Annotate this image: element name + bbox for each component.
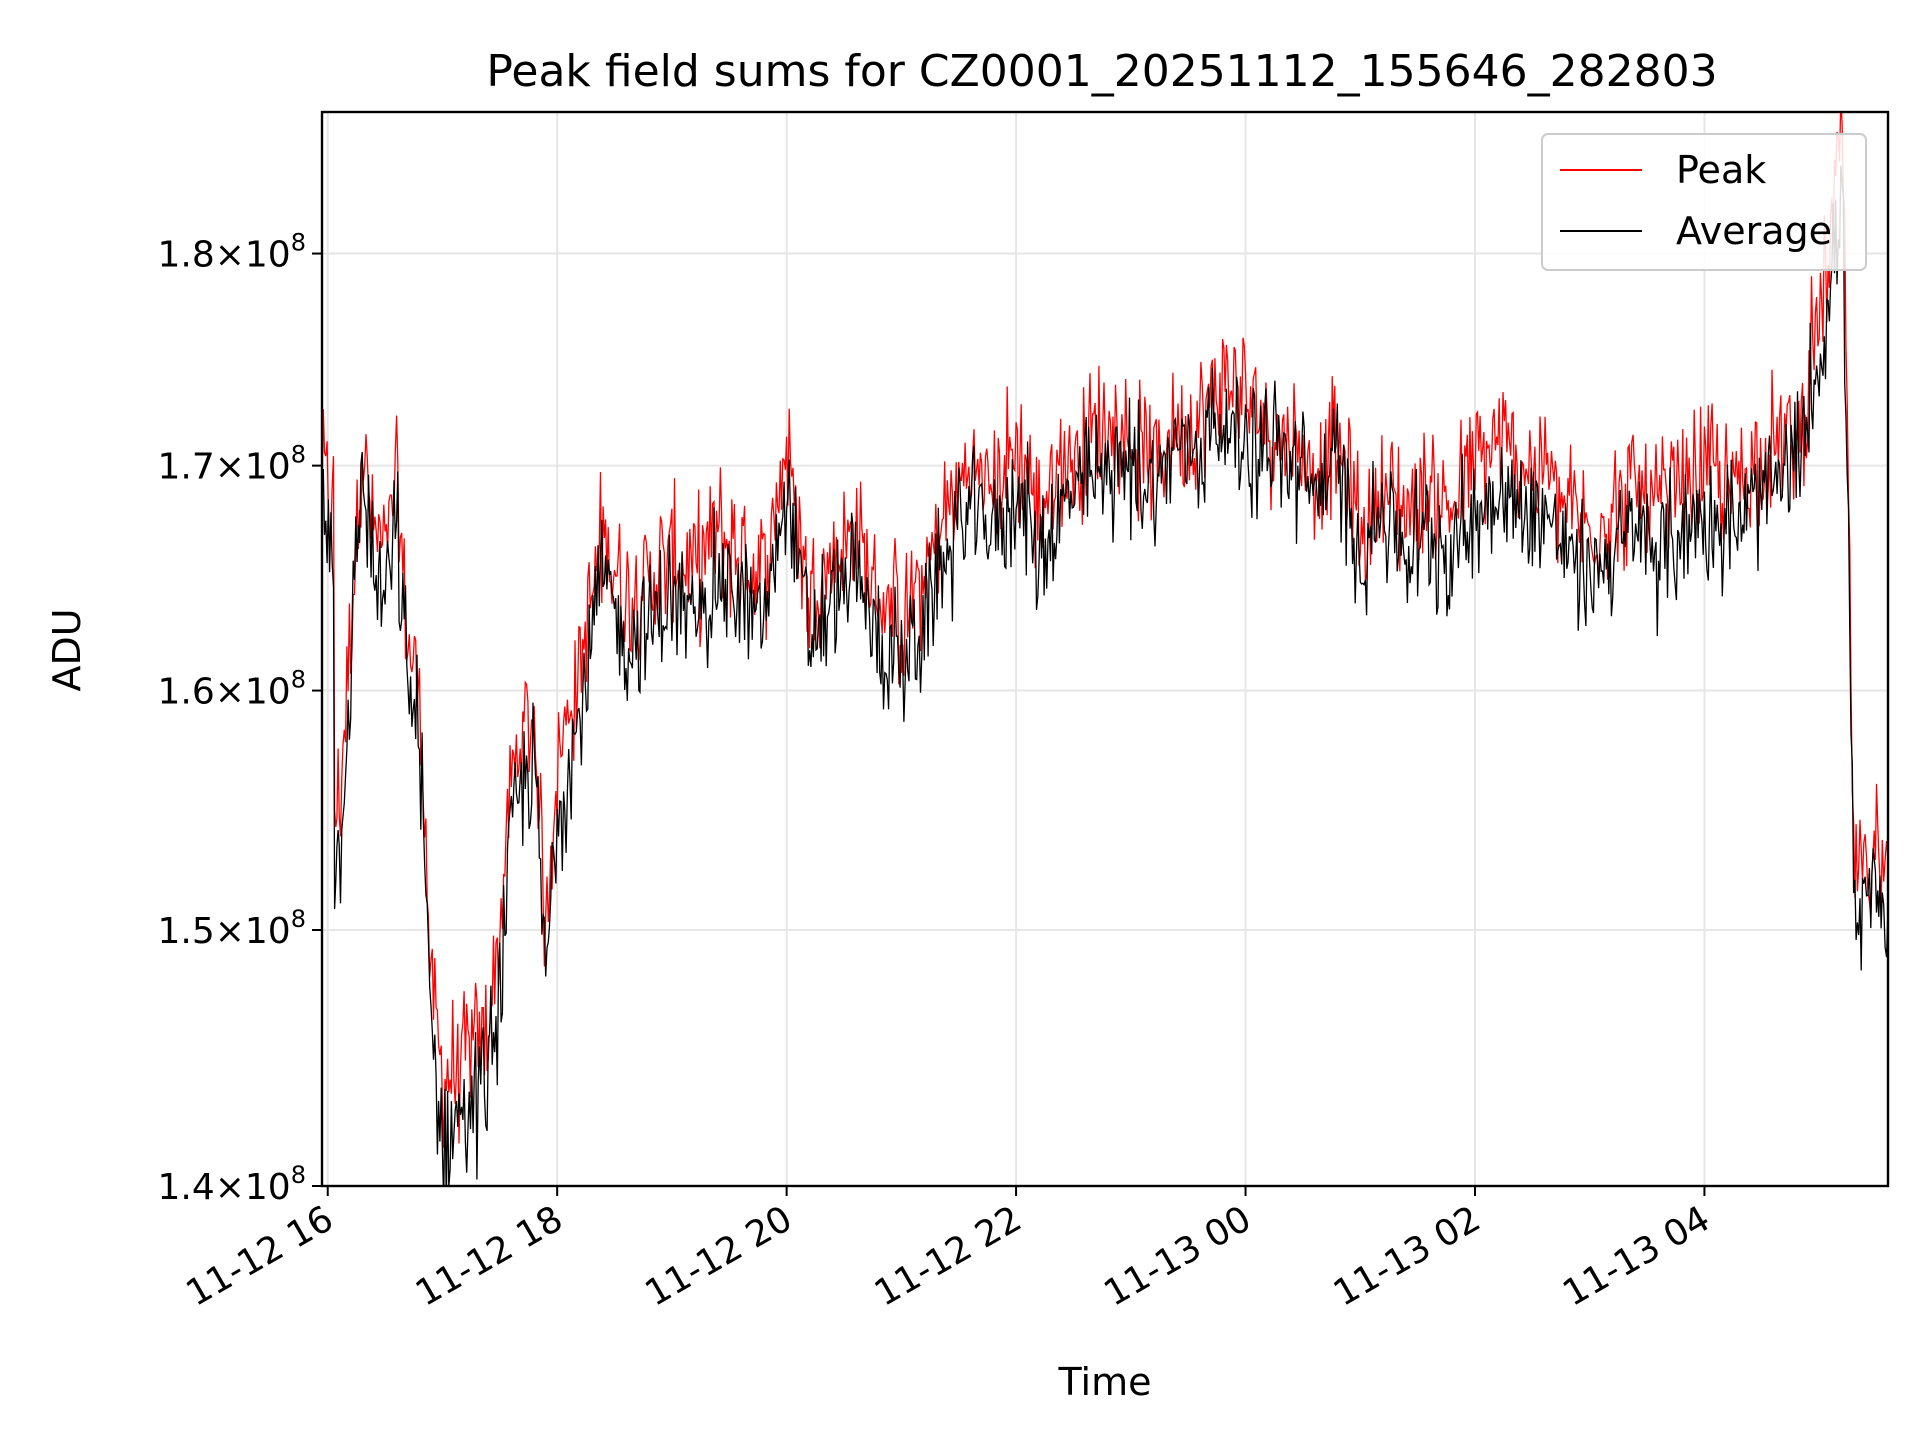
x-axis: 11-12 16 11-12 18 11-12 20 11-12 22 11-13 00…: [180, 1186, 1717, 1315]
y-tick-label: 1.6×108: [157, 666, 306, 713]
legend: Peak Average: [1541, 133, 1867, 271]
grid: [322, 112, 1888, 1187]
legend-average-label: Average: [1676, 209, 1832, 253]
y-tick-label: 1.8×108: [157, 229, 306, 276]
y-tick-label: 1.5×108: [157, 905, 306, 952]
x-tick-label: 11-12 16: [180, 1198, 341, 1314]
series-peak-line: [322, 112, 1888, 1148]
x-axis-label: Time: [1058, 1360, 1152, 1404]
y-axis: 1.4×108 1.5×108 1.6×108 1.7×108 1.8×108: [157, 229, 322, 1208]
x-tick-label: 11-13 00: [1097, 1198, 1258, 1314]
y-tick-label: 1.7×108: [157, 441, 306, 488]
y-tick-label: 1.4×108: [157, 1161, 306, 1208]
x-tick-label: 11-12 20: [638, 1198, 799, 1314]
plot-frame: [320, 110, 1890, 1188]
chart-title: Peak field sums for CZ0001_20251112_1556…: [486, 46, 1717, 97]
x-tick-label: 11-12 18: [409, 1198, 570, 1314]
legend-box: [1541, 133, 1867, 271]
x-tick-label: 11-12 22: [868, 1198, 1029, 1314]
y-axis-label: ADU: [45, 608, 89, 691]
x-tick-label: 11-13 02: [1327, 1198, 1488, 1314]
x-tick-label: 11-13 04: [1556, 1198, 1717, 1314]
series-layer: [322, 112, 1888, 1186]
legend-peak-label: Peak: [1676, 148, 1766, 192]
series-average-line: [322, 165, 1888, 1186]
